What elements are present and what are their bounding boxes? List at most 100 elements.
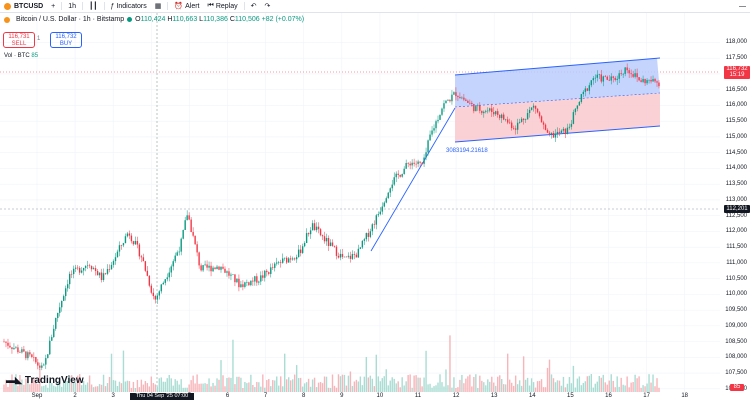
volume-bar [433, 386, 435, 392]
volume-bar [72, 381, 75, 392]
candle-body [270, 267, 272, 274]
volume-bar [355, 379, 358, 392]
add-symbol-button[interactable]: + [47, 0, 59, 12]
volume-bar [339, 376, 342, 392]
alert-button[interactable]: ⏰ Alert [170, 0, 203, 12]
volume-bar [377, 376, 379, 392]
candle-body [385, 198, 387, 203]
candle-body [622, 73, 624, 75]
sell-price: 116,731 [8, 34, 30, 40]
volume-bar [45, 384, 47, 392]
volume-legend[interactable]: Vol · BTC 85 [4, 53, 38, 59]
candle-body [47, 354, 49, 359]
low-value: 110,386 [203, 16, 228, 23]
layouts-button[interactable]: ▦ [151, 0, 166, 12]
chart-grid [0, 13, 720, 393]
volume-bar [636, 378, 638, 392]
volume-bar [33, 377, 35, 392]
time-axis[interactable]: Sep23456789101112131415161718 [0, 393, 720, 400]
candle-body [45, 358, 47, 365]
volume-bar [473, 376, 475, 392]
candle-body [530, 107, 533, 110]
volume-bar [150, 376, 153, 392]
volume-bar [138, 387, 141, 392]
candle-body [198, 252, 200, 266]
candle-body [70, 273, 73, 275]
candle-body [51, 337, 53, 341]
chart-type-button[interactable]: ┃┃ [85, 0, 101, 12]
candle-body [250, 280, 252, 286]
candle-body [546, 129, 549, 133]
price-tick-label: 118,000 [725, 39, 747, 46]
volume-bar [556, 380, 559, 392]
candle-body [572, 112, 575, 124]
price-tick-label: 110,000 [725, 291, 747, 298]
volume-bar [540, 379, 543, 392]
volume-bar [361, 385, 364, 392]
volume-bar [417, 377, 419, 392]
volume-bar [196, 374, 198, 392]
high-value: 110,663 [172, 16, 198, 23]
plus-icon: + [51, 2, 56, 10]
volume-bar [592, 387, 595, 392]
time-tick-label: 13 [490, 393, 498, 399]
high-label: H [167, 16, 173, 23]
volume-bar [276, 376, 278, 392]
undo-button[interactable]: ↶ [247, 0, 261, 12]
interval-selector[interactable]: 1h [64, 0, 80, 12]
volume-bar [172, 385, 174, 392]
candle-body [84, 266, 87, 268]
volume-bar [76, 375, 79, 392]
candle-body [399, 174, 401, 177]
candle-body [128, 233, 131, 236]
redo-button[interactable]: ↷ [261, 0, 275, 12]
volume-bar [632, 382, 634, 392]
volume-bar [409, 374, 411, 392]
volume-bar [321, 383, 324, 392]
candle-body [230, 274, 232, 276]
price-chart[interactable]: 3083194.21618 [0, 13, 750, 400]
candle-body [21, 349, 23, 353]
volume-bar [477, 387, 479, 392]
alert-label: Alert [185, 2, 200, 10]
volume-bar [148, 386, 151, 392]
tradingview-logo[interactable]: ▬◣ TradingView [6, 375, 84, 386]
indicators-button[interactable]: ƒ Indicators [107, 0, 151, 12]
symbol-selector[interactable]: BTCUSD [0, 0, 47, 12]
candle-body [272, 267, 274, 268]
volume-bar [493, 382, 495, 392]
minimize-button[interactable]: — [735, 0, 750, 12]
candle-body [325, 237, 328, 242]
candle-body [258, 281, 260, 283]
candle-body [90, 266, 93, 270]
volume-bar [618, 386, 620, 392]
candle-body [17, 347, 19, 353]
volume-bar [246, 383, 248, 392]
candle-body [598, 74, 600, 76]
legend-title[interactable]: Bitcoin / U.S. Dollar · 1h · Bitstamp [16, 16, 125, 23]
candle-body [134, 240, 137, 245]
volume-bar [74, 382, 77, 392]
candle-body [242, 284, 244, 287]
sell-button[interactable]: 116,731 SELL [3, 32, 35, 48]
replay-label: Replay [215, 2, 238, 10]
volume-bar [411, 387, 413, 392]
volume-bar [289, 380, 292, 392]
volume-bar [110, 353, 113, 392]
candle-body [158, 291, 160, 296]
symbol-label: BTCUSD [14, 2, 44, 10]
replay-button[interactable]: ⏮ Replay [204, 0, 242, 12]
grid-icon: ▦ [154, 3, 162, 10]
candle-body [252, 280, 254, 282]
volume-bar [194, 383, 196, 392]
volume-bar [49, 381, 51, 392]
volume-bar [19, 375, 21, 392]
buy-button[interactable]: 116,732 BUY [50, 32, 82, 48]
candle-body [534, 105, 537, 109]
candles-icon: ┃┃ [89, 3, 98, 10]
volume-bar [415, 375, 417, 392]
candle-body [552, 132, 555, 138]
volume-bar [184, 387, 186, 392]
volume-bar [232, 339, 234, 392]
candle-body [204, 264, 206, 266]
